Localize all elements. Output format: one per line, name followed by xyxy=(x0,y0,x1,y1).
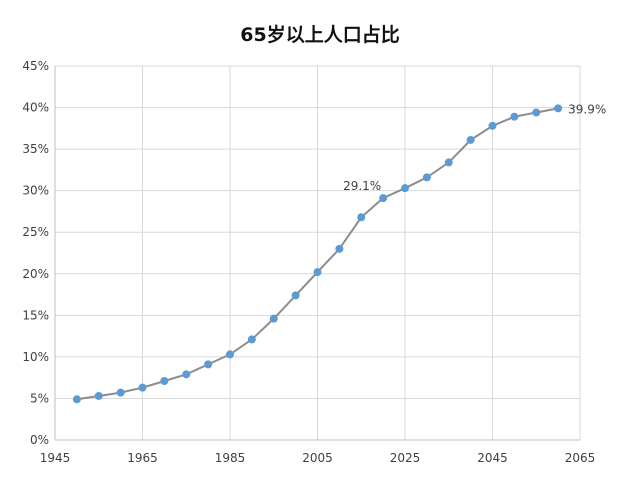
data-point xyxy=(94,391,103,400)
x-tick-label: 2025 xyxy=(390,451,421,465)
x-tick-label: 2045 xyxy=(477,451,508,465)
y-tick-label: 5% xyxy=(30,391,49,405)
chart-title: 65岁以上人口占比 xyxy=(240,23,399,46)
y-tick-label: 30% xyxy=(22,184,49,198)
data-point xyxy=(488,121,497,130)
y-tick-label: 35% xyxy=(22,142,49,156)
data-point xyxy=(204,360,213,369)
data-point xyxy=(182,370,191,379)
data-point xyxy=(291,291,300,300)
data-point xyxy=(422,173,431,182)
y-tick-label: 15% xyxy=(22,308,49,322)
data-point xyxy=(247,335,256,344)
x-tick-label: 1965 xyxy=(127,451,158,465)
data-point xyxy=(554,104,563,113)
data-point xyxy=(116,388,125,397)
x-tick-label: 2005 xyxy=(302,451,333,465)
data-point xyxy=(401,184,409,193)
data-point xyxy=(510,112,519,121)
y-tick-label: 0% xyxy=(30,433,49,447)
data-label: 39.9% xyxy=(568,102,606,116)
data-label: 29.1% xyxy=(343,179,381,193)
data-point xyxy=(313,268,322,277)
data-point xyxy=(532,108,541,117)
y-tick-label: 40% xyxy=(22,101,49,115)
data-point xyxy=(335,244,344,253)
data-point xyxy=(138,383,147,392)
data-point xyxy=(357,213,366,222)
y-tick-label: 10% xyxy=(22,350,49,364)
data-point xyxy=(160,376,169,385)
data-point xyxy=(379,194,388,203)
x-tick-label: 1985 xyxy=(215,451,246,465)
data-point xyxy=(444,158,453,167)
x-tick-label: 2065 xyxy=(565,451,596,465)
y-tick-label: 25% xyxy=(22,225,49,239)
data-point xyxy=(269,314,278,323)
data-point xyxy=(466,135,475,144)
data-point xyxy=(226,350,234,359)
x-tick-label: 1945 xyxy=(40,451,71,465)
data-point xyxy=(72,395,81,404)
y-tick-label: 45% xyxy=(22,59,49,73)
y-tick-label: 20% xyxy=(22,267,49,281)
